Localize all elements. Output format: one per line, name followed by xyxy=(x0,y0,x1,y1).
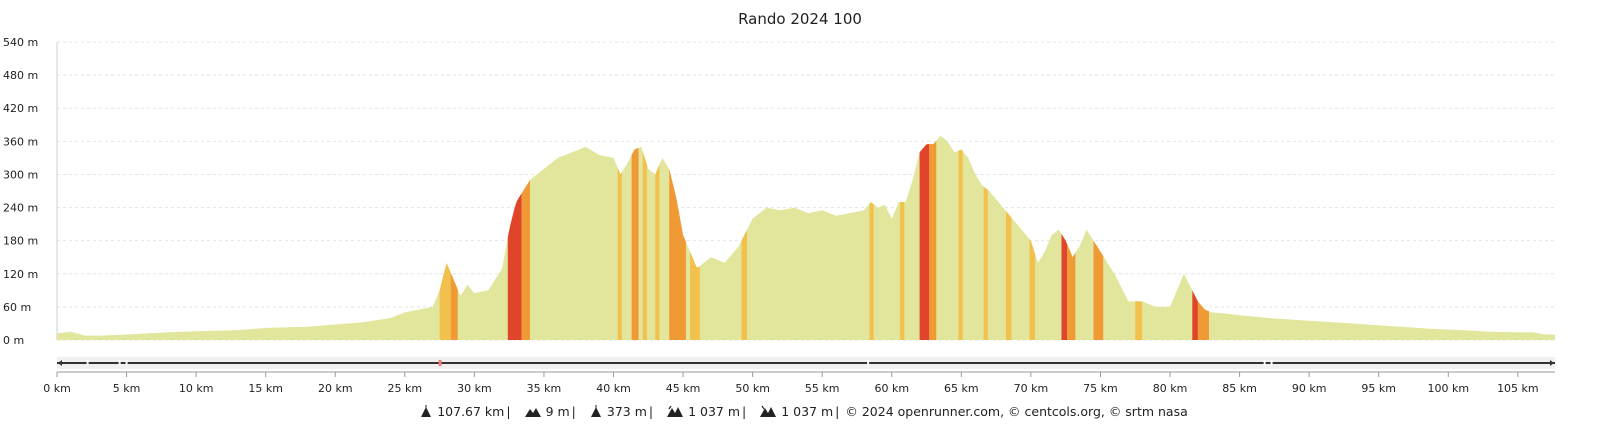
x-tick-label: 75 km xyxy=(1083,382,1118,395)
distance-icon xyxy=(420,405,432,420)
elevation-area xyxy=(57,135,1555,340)
range-navigator[interactable] xyxy=(57,357,1555,369)
slope-section-moderate xyxy=(741,229,748,340)
distance-value: 107.67 km xyxy=(437,404,505,419)
y-tick-label: 480 m xyxy=(3,69,38,82)
navigator-marker xyxy=(438,360,442,366)
slope-section-moderate xyxy=(983,186,988,340)
y-tick-label: 420 m xyxy=(3,102,38,115)
min-altitude-icon xyxy=(524,405,541,420)
y-tick-label: 180 m xyxy=(3,235,38,248)
navigator-gap xyxy=(125,360,128,366)
slope-section-moderate xyxy=(1005,210,1012,340)
x-tick-label: 70 km xyxy=(1014,382,1049,395)
elevation-gain-value: 1 037 m xyxy=(688,404,741,419)
x-tick-label: 10 km xyxy=(179,382,214,395)
slope-section-steep xyxy=(1192,290,1198,340)
navigator-gap xyxy=(86,360,89,366)
slope-section-moderate xyxy=(617,167,622,340)
elevation-loss-icon xyxy=(760,405,777,420)
max-altitude-icon xyxy=(590,405,602,420)
slope-section-strong xyxy=(631,148,639,340)
slope-section-steep xyxy=(919,144,930,340)
slope-section-moderate xyxy=(1135,301,1143,340)
x-tick-label: 40 km xyxy=(596,382,631,395)
slope-section-moderate xyxy=(439,263,451,340)
x-tick-label: 50 km xyxy=(735,382,770,395)
slope-section-strong xyxy=(669,168,686,340)
elevation-profile xyxy=(57,135,1555,340)
x-tick-label: 85 km xyxy=(1222,382,1257,395)
min-altitude-value: 9 m xyxy=(545,404,570,419)
slope-section-strong xyxy=(450,272,458,340)
x-tick-label: 20 km xyxy=(318,382,353,395)
x-tick-label: 80 km xyxy=(1153,382,1188,395)
navigator-gap xyxy=(1263,360,1266,366)
elevation-gain-icon xyxy=(667,405,684,420)
slope-section-moderate xyxy=(900,202,905,340)
navigator-gap xyxy=(867,360,870,366)
x-tick-label: 25 km xyxy=(388,382,423,395)
slope-section-moderate xyxy=(1029,239,1036,340)
x-tick-label: 5 km xyxy=(113,382,141,395)
navigator-left-handle xyxy=(58,360,62,366)
x-tick-label: 15 km xyxy=(248,382,283,395)
x-tick-label: 35 km xyxy=(527,382,562,395)
y-tick-label: 360 m xyxy=(3,135,38,148)
route-summary: 107.67 km | 9 m | 373 m | 1 037 m | 1 037 m |… xyxy=(0,404,1600,420)
x-tick-label: 0 km xyxy=(43,382,71,395)
slope-section-strong xyxy=(1093,240,1104,340)
slope-section-moderate xyxy=(958,149,963,340)
navigator-gap xyxy=(118,360,121,366)
x-tick-label: 45 km xyxy=(666,382,701,395)
y-tick-label: 300 m xyxy=(3,168,38,181)
slope-section-strong xyxy=(1067,244,1076,340)
x-tick-label: 65 km xyxy=(944,382,979,395)
y-tick-label: 0 m xyxy=(3,334,24,347)
y-axis: 0 m 60 m 120 m 180 m 240 m 300 m 360 m 420 m 480… xyxy=(3,36,58,347)
navigator-right-handle xyxy=(1550,360,1554,366)
slope-section-moderate xyxy=(869,202,874,340)
x-tick-label: 30 km xyxy=(457,382,492,395)
elevation-loss-value: 1 037 m xyxy=(781,404,834,419)
navigator-gap xyxy=(1270,360,1273,366)
credits: © 2024 openrunner.com, © centcols.org, ©… xyxy=(845,404,1188,419)
slope-section-steep xyxy=(507,193,522,340)
slope-section-steep xyxy=(1061,234,1068,340)
max-altitude-value: 373 m xyxy=(606,404,647,419)
y-tick-label: 240 m xyxy=(3,202,38,215)
y-tick-label: 120 m xyxy=(3,268,38,281)
chart-title: Rando 2024 100 xyxy=(738,10,862,28)
x-tick-label: 105 km xyxy=(1497,382,1539,395)
slope-section-strong xyxy=(929,140,937,340)
y-tick-label: 540 m xyxy=(3,36,38,49)
x-tick-label: 90 km xyxy=(1292,382,1327,395)
slope-section-moderate xyxy=(690,251,700,340)
slope-section-strong xyxy=(521,180,530,340)
y-tick-label: 60 m xyxy=(3,301,31,314)
x-axis: 0 km 5 km 10 km 15 km 20 km 25 km 30 km 35 km 40… xyxy=(43,371,1555,395)
x-tick-label: 60 km xyxy=(874,382,909,395)
slope-section-moderate xyxy=(655,164,660,340)
x-tick-label: 95 km xyxy=(1361,382,1396,395)
slope-section-moderate xyxy=(642,151,647,340)
slope-section-strong xyxy=(1197,301,1209,340)
x-tick-label: 55 km xyxy=(805,382,840,395)
x-tick-label: 100 km xyxy=(1427,382,1469,395)
